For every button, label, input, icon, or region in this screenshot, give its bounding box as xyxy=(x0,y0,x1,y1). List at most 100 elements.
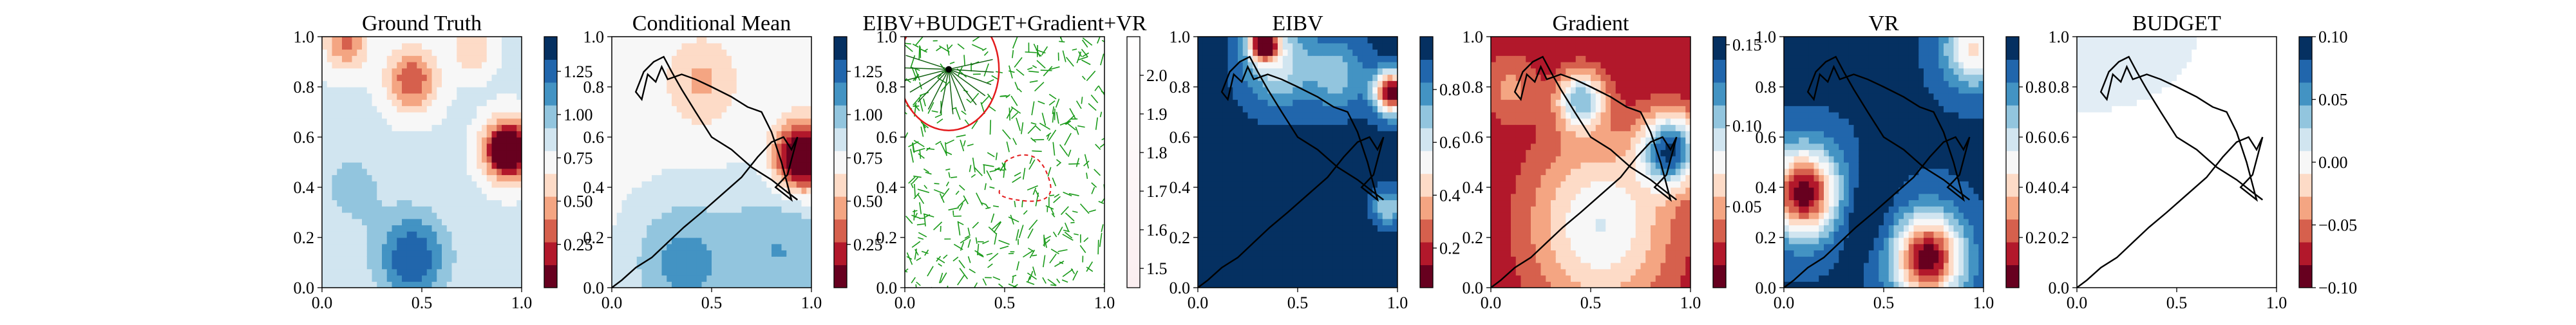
heatmap-cell xyxy=(457,275,462,282)
heatmap-cell xyxy=(702,263,707,269)
heatmap-cell xyxy=(387,206,392,212)
heatmap-cell xyxy=(1238,93,1243,100)
heatmap-cell xyxy=(497,225,502,232)
heatmap-cell xyxy=(1338,50,1343,56)
heatmap-cell xyxy=(726,194,732,200)
heatmap-cell xyxy=(726,263,732,269)
heatmap-cell xyxy=(452,68,457,75)
heatmap-cell xyxy=(682,169,687,175)
heatmap-cell xyxy=(1198,62,1203,68)
heatmap-cell xyxy=(1208,75,1213,81)
heatmap-cell xyxy=(632,131,637,137)
heatmap-cell xyxy=(1203,225,1208,232)
heatmap-cell xyxy=(782,231,787,237)
heatmap-cell xyxy=(667,250,672,257)
heatmap-cell xyxy=(657,256,662,263)
heatmap-cell xyxy=(322,187,327,194)
heatmap-cell xyxy=(462,269,467,275)
heatmap-cell xyxy=(347,150,352,156)
colorbar-tick-label: 0.75 xyxy=(564,149,593,167)
heatmap-cell xyxy=(377,131,382,137)
heatmap-cell xyxy=(1218,37,1223,43)
heatmap-cell xyxy=(1328,200,1333,207)
heatmap-cell xyxy=(777,281,782,288)
heatmap-cell xyxy=(672,150,677,156)
heatmap-cell xyxy=(482,80,487,87)
heatmap-cell xyxy=(452,93,457,100)
heatmap-cell xyxy=(452,80,457,87)
heatmap-cell xyxy=(1273,187,1278,194)
heatmap-cell xyxy=(1218,118,1223,125)
heatmap-cell xyxy=(1312,100,1318,106)
heatmap-cell xyxy=(442,100,447,106)
heatmap-cell xyxy=(1203,269,1208,275)
heatmap-cell xyxy=(487,80,492,87)
heatmap-cell xyxy=(507,106,512,112)
heatmap-cell xyxy=(622,244,627,250)
heatmap-cell xyxy=(422,150,427,156)
heatmap-cell xyxy=(632,231,637,237)
heatmap-cell xyxy=(367,125,372,131)
heatmap-cell xyxy=(492,55,497,62)
heatmap-cell xyxy=(762,156,767,162)
heatmap-cell xyxy=(692,55,697,62)
heatmap-cell xyxy=(726,118,732,125)
heatmap-cell xyxy=(617,244,622,250)
heatmap-cell xyxy=(677,281,682,288)
heatmap-cell xyxy=(472,200,477,207)
heatmap-cell xyxy=(746,200,752,207)
heatmap-cell xyxy=(347,125,352,131)
heatmap-cell xyxy=(342,225,347,232)
heatmap-cell xyxy=(1203,93,1208,100)
heatmap-cell xyxy=(766,162,772,169)
heatmap-cell xyxy=(1298,181,1303,187)
heatmap-cell xyxy=(352,125,357,131)
heatmap-cell xyxy=(1268,131,1273,137)
heatmap-cell xyxy=(1278,87,1283,93)
heatmap-cell xyxy=(1263,219,1268,225)
heatmap-cell xyxy=(452,62,457,68)
heatmap-cell xyxy=(322,194,327,200)
graph-edge xyxy=(919,46,920,60)
heatmap-cell xyxy=(1213,118,1218,125)
heatmap-cell xyxy=(437,275,442,282)
heatmap-cell xyxy=(797,225,802,232)
heatmap-cell xyxy=(752,112,757,118)
heatmap-cell xyxy=(1243,169,1248,175)
heatmap-cell xyxy=(1213,281,1218,288)
heatmap-cell xyxy=(1253,175,1258,181)
heatmap-cell xyxy=(422,275,427,282)
heatmap-cell xyxy=(367,225,372,232)
heatmap-cell xyxy=(726,150,732,156)
heatmap-cell xyxy=(377,275,382,282)
heatmap-cell xyxy=(1223,144,1228,150)
heatmap-cell xyxy=(802,175,807,181)
heatmap-cell xyxy=(342,181,347,187)
heatmap-cell xyxy=(702,112,707,118)
heatmap-cell xyxy=(677,100,682,106)
heatmap-cell xyxy=(387,150,392,156)
heatmap-cell xyxy=(432,112,437,118)
heatmap-cell xyxy=(717,50,722,56)
heatmap-cell xyxy=(472,219,477,225)
heatmap-cell xyxy=(642,150,647,156)
heatmap-cell xyxy=(1338,263,1343,269)
heatmap-cell xyxy=(1308,150,1313,156)
heatmap-cell xyxy=(322,200,327,207)
heatmap-cell xyxy=(782,156,787,162)
heatmap-cell xyxy=(332,150,337,156)
heatmap-cell xyxy=(382,275,387,282)
heatmap-cell xyxy=(492,100,497,106)
heatmap-cell xyxy=(327,150,332,156)
heatmap-cell xyxy=(746,75,752,81)
heatmap-cell xyxy=(397,244,402,250)
heatmap-cell xyxy=(1253,43,1258,50)
heatmap-cell xyxy=(472,175,477,181)
heatmap-cell xyxy=(487,169,492,175)
heatmap-cell xyxy=(732,50,737,56)
heatmap-cell xyxy=(467,256,472,263)
heatmap-cell xyxy=(762,281,767,288)
heatmap-cell xyxy=(742,150,747,156)
heatmap-cell xyxy=(432,169,437,175)
heatmap-cell xyxy=(1228,156,1233,162)
